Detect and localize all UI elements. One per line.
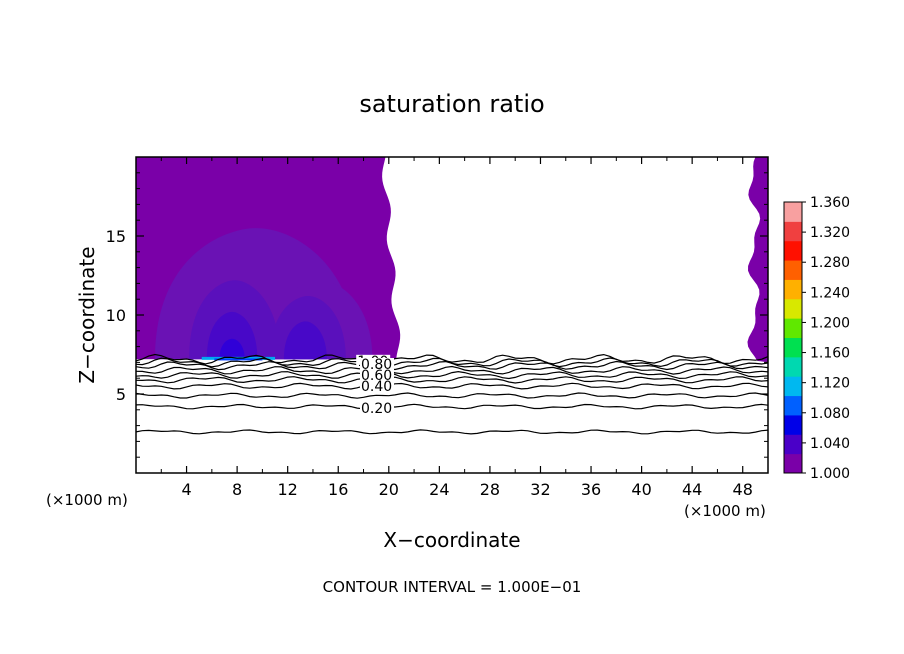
colorbar-label: 1.200 — [810, 315, 850, 331]
x-tick-label: 16 — [328, 480, 348, 499]
plot-area: 1.000.800.600.400.20 — [136, 157, 768, 435]
contour-line — [136, 360, 768, 371]
contour-label: 0.60 — [361, 368, 392, 384]
colorbar-label: 1.360 — [810, 195, 850, 211]
x-unit-left: (×1000 m) — [46, 491, 128, 509]
colorbar-swatch — [784, 298, 802, 319]
colorbar-swatch — [784, 202, 802, 222]
contour-line — [136, 365, 768, 375]
x-tick-label: 40 — [631, 480, 651, 499]
contour-line — [136, 353, 768, 365]
colorbar-swatch — [784, 376, 802, 397]
y-axis: 5 10 15 — [106, 172, 768, 458]
x-tick-label: 32 — [530, 480, 550, 499]
x-tick-label: 4 — [181, 480, 191, 499]
contour-line — [136, 370, 768, 380]
colorbar-frame — [783, 201, 803, 474]
contour-label-bg — [359, 369, 394, 382]
colorbar-label: 1.160 — [810, 346, 850, 362]
plume-shade-inner — [283, 321, 327, 360]
x-axis-label: X−coordinate — [383, 528, 520, 552]
colorbar-swatch — [784, 414, 802, 435]
colorbar-swatch — [784, 356, 802, 377]
colorbar-swatch — [784, 221, 802, 242]
contour-label-bg — [359, 357, 394, 370]
colorbar-label: 1.320 — [810, 225, 850, 241]
x-tick-label: 36 — [581, 480, 601, 499]
y-axis-label: Z−coordinate — [75, 246, 99, 383]
contour-line — [136, 376, 768, 384]
x-tick-label: 12 — [278, 480, 298, 499]
colorbar-label: 1.280 — [810, 255, 850, 271]
colorbar-label: 1.040 — [810, 436, 850, 452]
colorbar-swatch — [784, 240, 802, 261]
colorbar-swatch — [784, 453, 802, 474]
chart-title: saturation ratio — [359, 90, 544, 118]
colorbar-label: 1.240 — [810, 285, 850, 301]
x-tick-label: 48 — [733, 480, 753, 499]
colorbar-swatch — [784, 337, 802, 358]
colorbar-label: 1.080 — [810, 406, 850, 422]
contour-line — [136, 403, 768, 410]
contour-line — [136, 382, 768, 390]
plume-shade-inner — [206, 311, 258, 360]
x-unit-right: (×1000 m) — [684, 502, 766, 520]
x-tick-label: 44 — [682, 480, 702, 499]
colorbar-swatch — [784, 318, 802, 338]
plume-shade-core — [219, 338, 245, 360]
colorbar-swatch — [784, 395, 802, 416]
contour-interval-footer: CONTOUR INTERVAL = 1.000E−01 — [323, 578, 582, 596]
contour-line — [136, 357, 768, 368]
y-tick-label: 10 — [106, 306, 126, 325]
contour-label: 0.40 — [361, 379, 392, 395]
contour-line — [136, 392, 768, 399]
colorbar-swatch — [784, 260, 802, 280]
y-tick-label: 5 — [116, 385, 126, 404]
x-tick-label: 28 — [480, 480, 500, 499]
y-tick-label: 15 — [106, 227, 126, 246]
x-tick-label: 20 — [379, 480, 399, 499]
contour-label: 0.20 — [361, 401, 392, 417]
contour-label-bg — [359, 380, 394, 393]
contour-line — [136, 429, 768, 435]
x-tick-label: 8 — [232, 480, 242, 499]
x-tick-label: 24 — [429, 480, 449, 499]
colorbar-label: 1.120 — [810, 376, 850, 392]
colorbar-swatch — [784, 434, 802, 455]
supersaturated-region-right — [747, 157, 768, 363]
colorbar-swatch — [784, 279, 802, 300]
contour-label-bg — [359, 402, 394, 415]
high-saturation-streak — [214, 358, 263, 361]
colorbar-label: 1.000 — [810, 466, 850, 482]
contour-label: 0.80 — [361, 357, 392, 373]
colorbar: 1.360 1.320 1.280 1.240 1.200 1.160 1.120 1.080… — [783, 195, 850, 482]
x-axis: 4 8 12 16 20 24 28 32 36 40 44 48 — [160, 157, 753, 499]
